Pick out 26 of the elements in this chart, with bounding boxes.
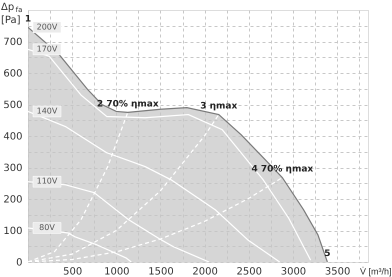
- x-tick-label: 2000: [192, 266, 218, 277]
- series-label: 80V: [39, 222, 56, 232]
- y-tick-label: 400: [3, 132, 22, 142]
- series-label: 140V: [36, 106, 58, 116]
- annotation: 4 70% ηmax: [251, 164, 314, 175]
- y-tick-label: 500: [3, 100, 22, 111]
- annotation: 2 70% ηmax: [96, 99, 159, 110]
- annotation: 5: [324, 249, 331, 259]
- y-tick-label: 100: [3, 226, 22, 237]
- x-tick-label: 3000: [280, 266, 306, 277]
- y-tick-label: 0: [16, 258, 22, 268]
- x-tick-label: 2500: [236, 266, 262, 277]
- y-tick-label: 200: [3, 194, 22, 206]
- x-tick-label: 500: [63, 266, 82, 277]
- series-label: 170V: [36, 44, 58, 54]
- x-tick-label: 1000: [104, 266, 130, 277]
- y-tick-label: 700: [3, 37, 22, 48]
- y-tick-label: 600: [3, 68, 22, 80]
- series-label: 200V: [36, 22, 58, 32]
- y-tick-label: 300: [3, 163, 22, 174]
- annotation: 1: [24, 14, 32, 24]
- x-tick-label: 3500: [324, 266, 350, 277]
- series-label: 110V: [36, 176, 58, 186]
- annotation: 3 ηmax: [200, 102, 238, 112]
- x-tick-label: 1500: [148, 266, 174, 277]
- x-axis-title: V̇ [m³/h]: [360, 266, 392, 276]
